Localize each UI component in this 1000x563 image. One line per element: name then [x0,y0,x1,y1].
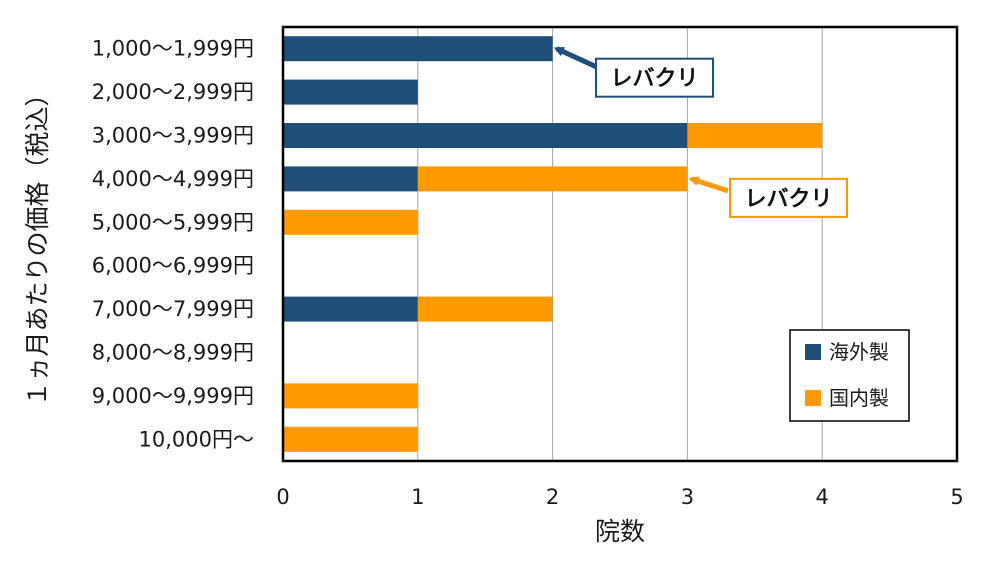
legend-label: 国内製 [829,386,889,410]
category-label: 6,000〜6,999円 [92,254,254,278]
x-tick-label: 5 [950,485,963,509]
bar-domestic [283,383,418,409]
category-label: 3,000〜3,999円 [92,124,254,148]
bar-overseas [283,123,688,148]
category-label: 8,000〜8,999円 [92,341,254,365]
legend-swatch [805,390,821,406]
callout-label: レバクリ [744,187,832,212]
plot-area-border [281,25,959,463]
category-label: 7,000〜7,999円 [92,297,254,321]
callout-arrow [553,46,598,69]
bar-overseas [283,79,418,105]
callout-arrow [688,176,729,194]
x-tick-label: 3 [681,485,694,509]
bar-domestic [283,426,418,452]
bar-domestic [687,123,823,148]
bar-overseas [283,166,418,192]
bar-overseas [283,36,553,62]
x-tick-label: 1 [411,485,424,509]
x-tick-labels: 0 1 2 3 4 5 [276,485,963,509]
category-label: 4,000〜4,999円 [92,167,254,191]
legend-swatch [805,344,821,360]
bars [283,36,823,452]
y-axis-title: １ヵ月あたりの価格（税込） [23,81,52,406]
bar-domestic [417,296,553,322]
category-label: 10,000円〜 [139,427,254,451]
category-label: 9,000〜9,999円 [92,384,254,408]
callout-box [595,57,714,98]
callout-box [729,177,848,218]
x-tick-label: 2 [546,485,559,509]
callout-label: レバクリ [610,67,698,92]
x-tick-label: 0 [276,485,289,509]
bar-domestic [417,166,688,192]
x-tick-label: 4 [816,485,829,509]
bar-overseas [283,296,418,322]
category-labels: 1,000〜1,999円 2,000〜2,999円 3,000〜3,999円 4,00… [92,37,254,452]
legend-label: 海外製 [829,340,889,364]
category-label: 1,000〜1,999円 [92,37,254,61]
bar-domestic [283,209,418,235]
category-label: 5,000〜5,999円 [92,210,254,234]
x-axis-title: 院数 [595,517,645,546]
category-label: 2,000〜2,999円 [92,80,254,104]
